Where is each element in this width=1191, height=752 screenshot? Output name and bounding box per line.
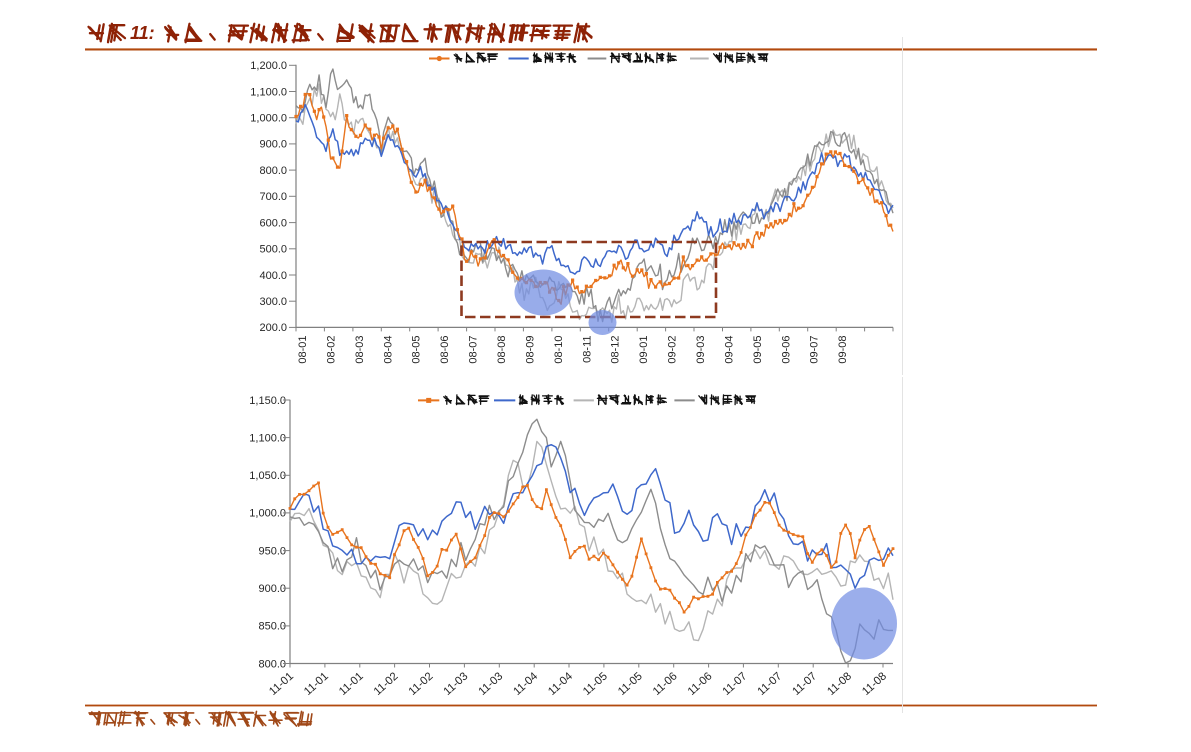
svg-text:09-06: 09-06 [780,336,792,364]
svg-text:09-05: 09-05 [752,336,764,364]
svg-text:950.0: 950.0 [258,545,286,557]
svg-text:1,050.0: 1,050.0 [249,470,286,482]
svg-text:900.0: 900.0 [258,583,286,595]
svg-text:09-02: 09-02 [667,336,679,364]
svg-text:800.0: 800.0 [258,658,286,670]
svg-text:850.0: 850.0 [258,621,286,633]
svg-text:09-04: 09-04 [723,336,735,364]
svg-text:300.0: 300.0 [259,296,287,308]
svg-text:09-08: 09-08 [837,336,849,364]
svg-text:08-03: 08-03 [354,336,366,364]
svg-text:1,000.0: 1,000.0 [250,113,287,125]
svg-text:500.0: 500.0 [259,244,287,256]
svg-text:1,200.0: 1,200.0 [250,60,287,72]
svg-text:09-07: 09-07 [809,336,821,364]
svg-text:1,100.0: 1,100.0 [249,432,286,444]
svg-text:08-12: 08-12 [610,336,622,364]
svg-text:1,100.0: 1,100.0 [250,86,287,98]
svg-text:600.0: 600.0 [259,217,287,229]
svg-text:08-11: 08-11 [581,336,593,363]
svg-text:200.0: 200.0 [259,322,287,334]
svg-text:08-02: 08-02 [325,336,337,364]
svg-text:08-01: 08-01 [297,336,309,364]
svg-text:900.0: 900.0 [259,139,287,151]
svg-text:08-09: 08-09 [524,336,536,364]
svg-text:800.0: 800.0 [259,165,287,177]
svg-text:09-03: 09-03 [695,336,707,364]
svg-text:09-01: 09-01 [638,336,650,364]
svg-text:08-07: 08-07 [468,336,480,364]
svg-text:08-05: 08-05 [411,336,423,364]
svg-text:700.0: 700.0 [259,191,287,203]
svg-text:11:: 11: [130,23,155,43]
svg-text:08-04: 08-04 [382,336,394,364]
svg-text:1,150.0: 1,150.0 [249,395,286,407]
svg-text:08-06: 08-06 [439,336,451,364]
svg-text:08-10: 08-10 [553,336,565,364]
svg-text:1,000.0: 1,000.0 [249,508,286,520]
svg-text:08-08: 08-08 [496,336,508,364]
svg-text:400.0: 400.0 [259,270,287,282]
